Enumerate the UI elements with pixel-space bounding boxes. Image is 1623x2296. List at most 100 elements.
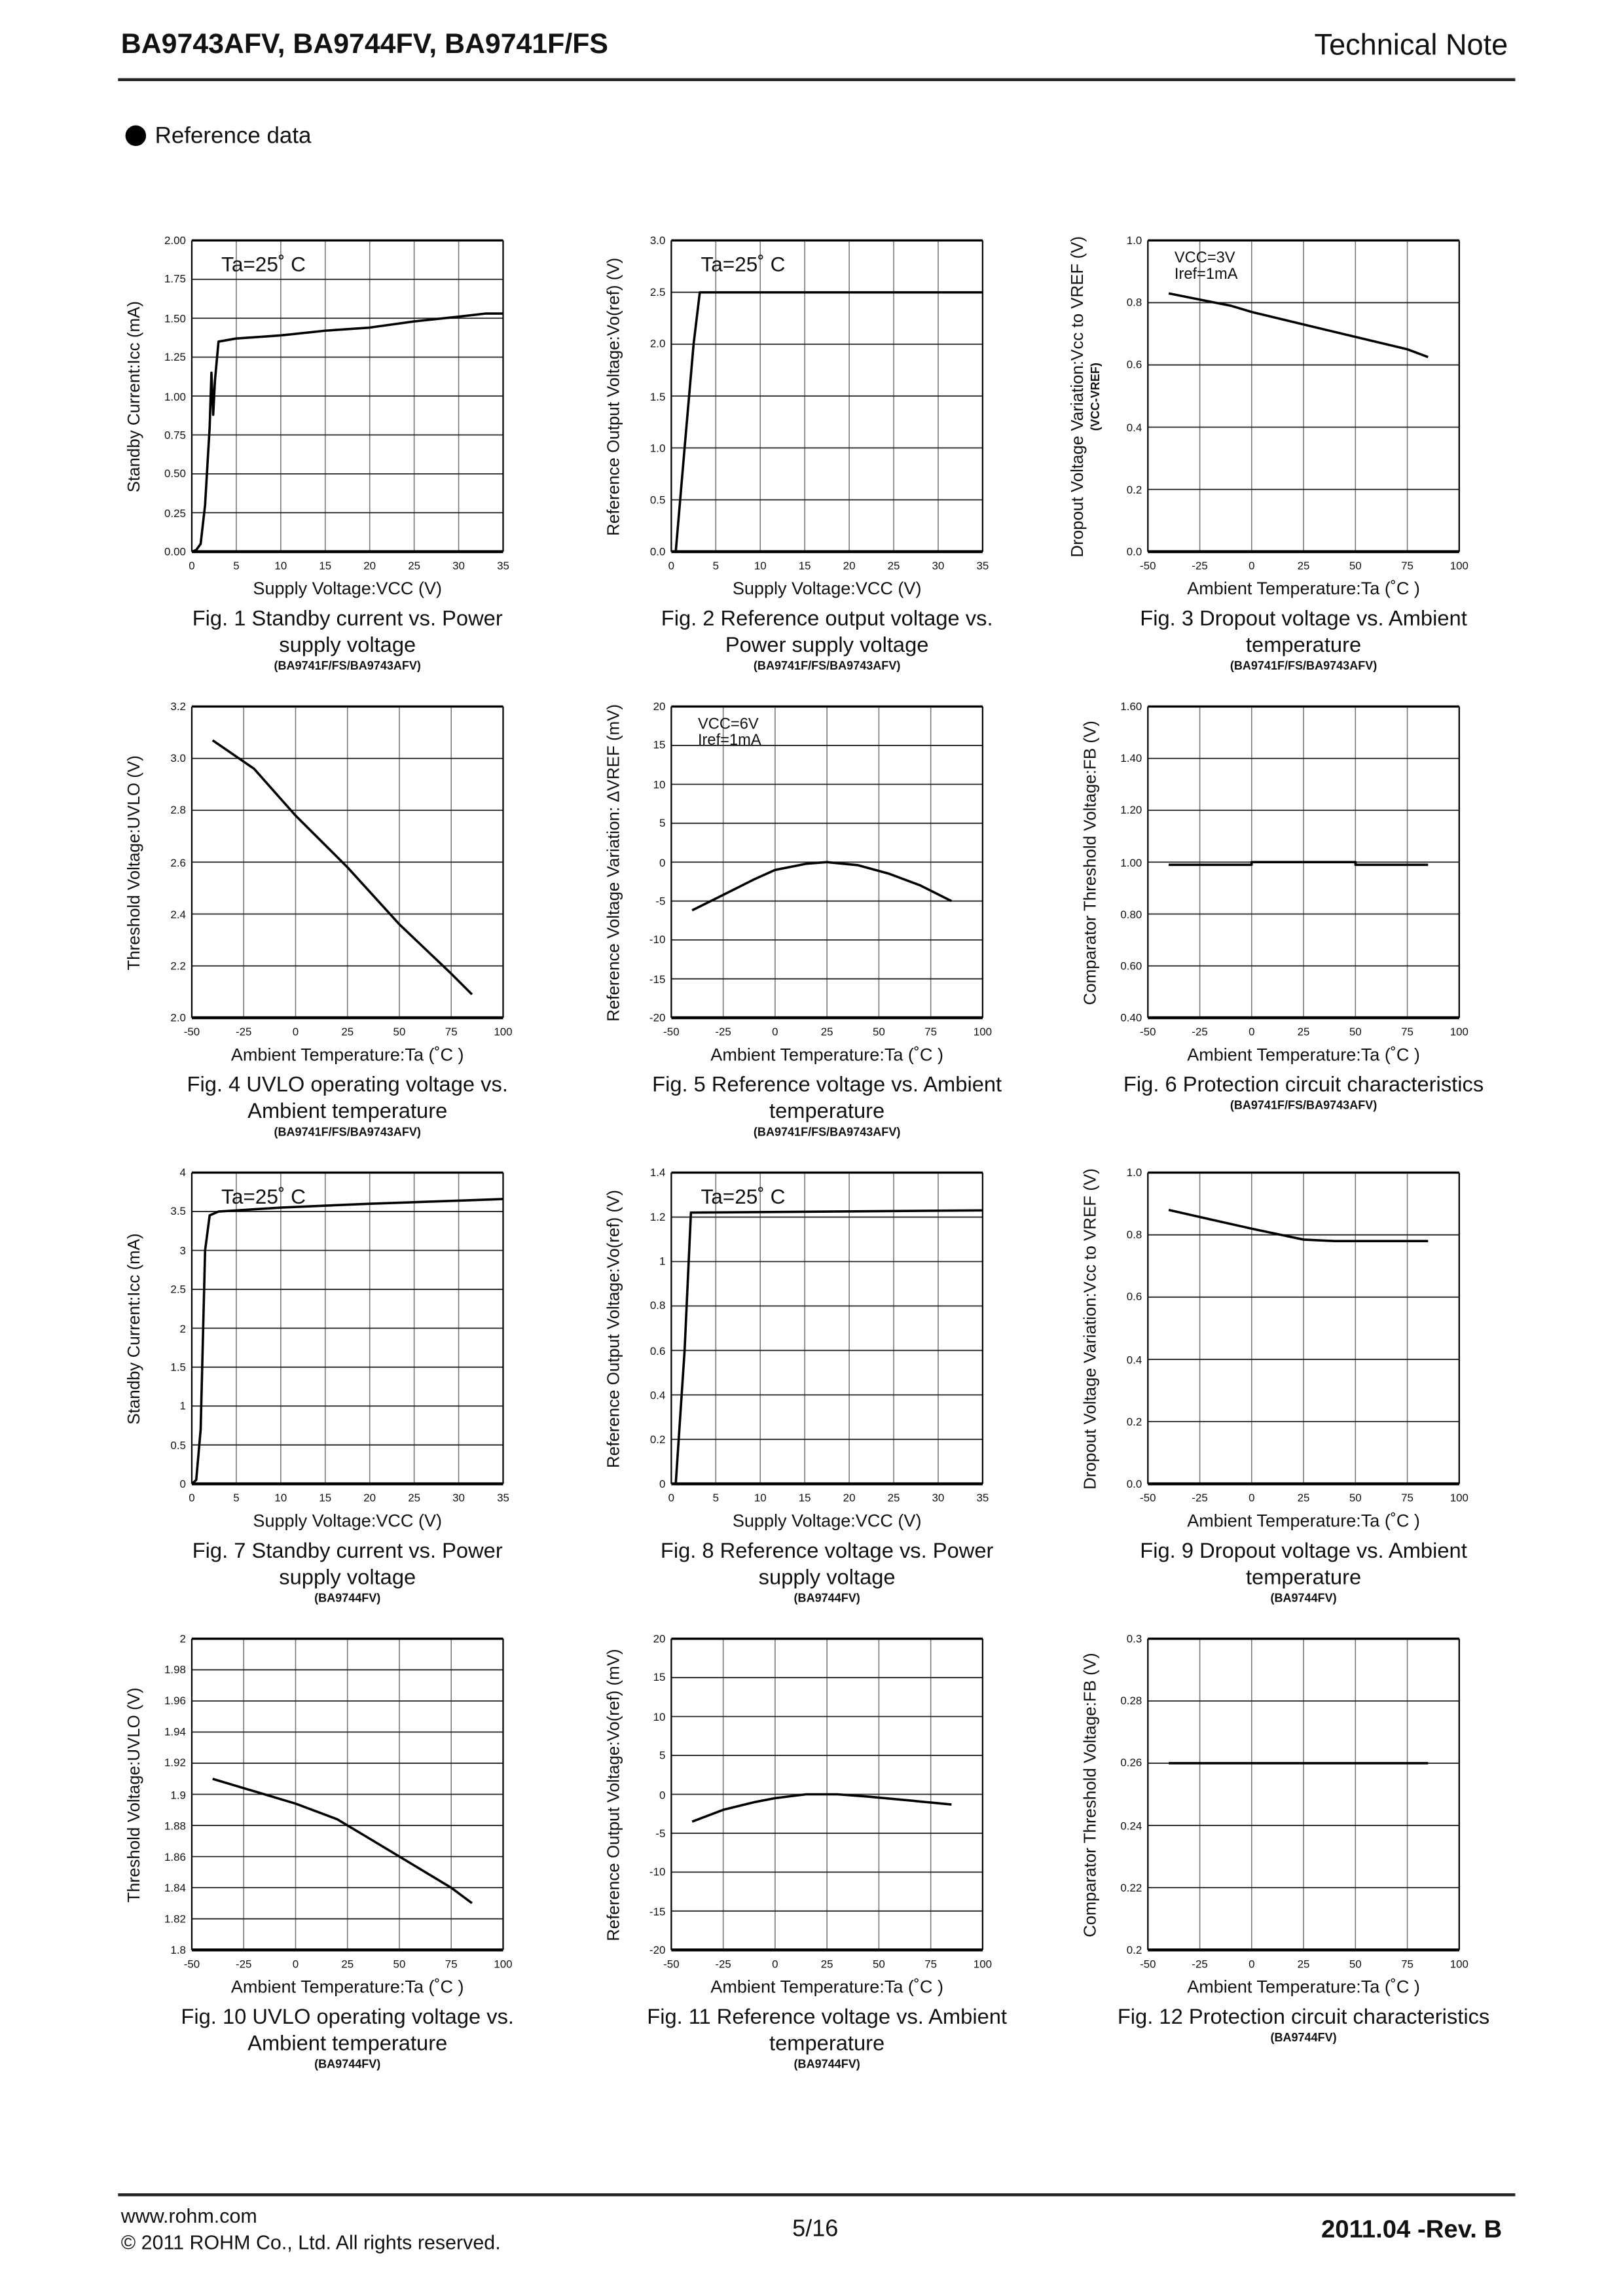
x-tick-label: 75 bbox=[1401, 1491, 1413, 1505]
y-tick-label: 2.0 bbox=[649, 337, 666, 351]
bullet-icon bbox=[125, 125, 147, 147]
y-tick-label: 3.0 bbox=[170, 751, 186, 765]
y-axis-label: Reference Voltage Variation: ΔVREF (mV) bbox=[606, 704, 623, 1021]
x-tick-label: 30 bbox=[932, 559, 945, 573]
figure-model: (BA9744FV) bbox=[314, 1591, 381, 1605]
y-tick-label: 0.6 bbox=[1126, 358, 1142, 372]
y-tick-label: 2.2 bbox=[170, 959, 186, 973]
x-tick-label: 10 bbox=[754, 559, 767, 573]
y-axis-label: Dropout Voltage Variation:Vcc to VREF (V… bbox=[1082, 1168, 1100, 1489]
x-tick-label: 35 bbox=[497, 1491, 509, 1505]
x-tick-label: 5 bbox=[233, 559, 240, 573]
x-tick-label: 0 bbox=[772, 1957, 778, 1971]
figure-4: 2.0 2.2 2.4 2.6 2.8 3.0 3.2 -50 -25 0 25 50 75 100 Thr… bbox=[118, 700, 590, 1149]
figure-caption: Ambient temperature bbox=[247, 1100, 448, 1124]
y-tick-label: 0.8 bbox=[1126, 1228, 1142, 1242]
y-tick-label: 1.0 bbox=[649, 441, 666, 455]
y-tick-label: 0.0 bbox=[649, 545, 666, 558]
series-line-vo-ref- bbox=[691, 1793, 952, 1823]
y-axis-label-text: Dropout Voltage Variation:Vcc to VREF (V… bbox=[1069, 235, 1087, 557]
y-tick-label: 0.22 bbox=[1120, 1881, 1142, 1895]
y-tick-label: 1.00 bbox=[1120, 855, 1142, 869]
footer-copyright: © 2011 ROHM Co., Ltd. All rights reserve… bbox=[120, 2231, 501, 2254]
x-tick-label: 100 bbox=[494, 1025, 513, 1039]
y-tick-label: 0.5 bbox=[170, 1438, 186, 1452]
y-axis-label-text: Comparator Threshold Voltage:FB (V) bbox=[1082, 1652, 1101, 1937]
page-number: 5/16 bbox=[792, 2217, 839, 2242]
x-tick-label: 0 bbox=[1249, 559, 1255, 573]
y-tick-label: 1.0 bbox=[1126, 234, 1142, 247]
x-tick-label: 25 bbox=[341, 1957, 354, 1971]
y-tick-label: 1.84 bbox=[164, 1881, 186, 1895]
y-tick-label: 1.88 bbox=[164, 1818, 186, 1833]
figure-3: 0.0 0.2 0.4 0.6 0.8 1.0 -50 -25 0 25 50 75 100 Dropou… bbox=[1070, 234, 1546, 683]
x-tick-label: 25 bbox=[887, 1491, 900, 1505]
x-tick-label: 0 bbox=[668, 559, 675, 573]
x-tick-label: 5 bbox=[712, 1491, 720, 1505]
series-line-vcc-vref bbox=[1168, 1208, 1429, 1242]
plot-area bbox=[1147, 1171, 1460, 1486]
x-tick-label: 25 bbox=[1297, 559, 1310, 573]
x-tick-label: 30 bbox=[932, 1491, 945, 1505]
x-tick-label: 15 bbox=[798, 1491, 811, 1505]
figure-caption: Fig. 4 UVLO operating voltage vs. bbox=[187, 1073, 508, 1098]
series-line-uvlo bbox=[211, 739, 473, 996]
figure-model: (BA9741F/FS/BA9743AFV) bbox=[753, 1125, 901, 1139]
x-tick-label: 20 bbox=[843, 559, 856, 573]
plot-area bbox=[191, 705, 504, 1020]
x-tick-label: 25 bbox=[820, 1957, 833, 1971]
document-type: Technical Note bbox=[1314, 29, 1508, 62]
document-title: BA9743AFV, BA9744FV, BA9741F/FS bbox=[120, 29, 608, 61]
x-tick-label: 0 bbox=[1249, 1957, 1255, 1971]
y-tick-label: 1.25 bbox=[164, 350, 186, 364]
x-tick-label: 100 bbox=[973, 1025, 993, 1039]
x-tick-label: 5 bbox=[712, 559, 720, 573]
x-tick-label: 0 bbox=[772, 1025, 778, 1039]
y-tick-label: 3.0 bbox=[649, 234, 666, 247]
figure-caption: temperature bbox=[769, 1100, 885, 1124]
y-tick-label: 1.86 bbox=[164, 1850, 186, 1863]
x-tick-label: 100 bbox=[973, 1957, 993, 1971]
figure-model: (BA9741F/FS/BA9743AFV) bbox=[1230, 659, 1377, 673]
y-tick-label: 4 bbox=[179, 1166, 186, 1179]
figure-6: 0.40 0.60 0.80 1.00 1.20 1.40 1.60 -50 -25 0 25 50 7… bbox=[1074, 700, 1546, 1149]
header-divider bbox=[118, 78, 1516, 81]
figure-8: 0 0.2 0.4 0.6 0.8 1 1.2 1.4 0 5 10 15 20 25 30 35 Refere… bbox=[598, 1166, 1070, 1615]
x-tick-label: -25 bbox=[1192, 1957, 1208, 1971]
y-tick-label: -10 bbox=[649, 1865, 666, 1879]
x-tick-label: -50 bbox=[1140, 559, 1156, 573]
footer-url-link[interactable]: www.rohm.com bbox=[120, 2205, 257, 2227]
x-tick-label: 30 bbox=[452, 1491, 465, 1505]
x-tick-label: 50 bbox=[1349, 559, 1362, 573]
chart-annotation: VCC=6V bbox=[697, 715, 759, 734]
x-tick-label: 50 bbox=[1349, 1025, 1362, 1039]
x-tick-label: 50 bbox=[393, 1957, 406, 1971]
y-axis-label: Comparator Threshold Voltage:FB (V) bbox=[1082, 720, 1100, 1005]
y-tick-label: 0.26 bbox=[1120, 1756, 1142, 1770]
figure-caption: Fig. 6 Protection circuit characteristic… bbox=[1123, 1073, 1484, 1098]
y-tick-label: 1.20 bbox=[1120, 803, 1142, 817]
y-tick-label: 2.8 bbox=[170, 803, 186, 817]
y-tick-label: 0.8 bbox=[1126, 296, 1142, 310]
x-tick-label: 75 bbox=[445, 1025, 458, 1039]
y-tick-label: 1.40 bbox=[1120, 751, 1142, 765]
series-line-uvlo bbox=[212, 1778, 473, 1905]
plot-area bbox=[670, 705, 984, 1020]
x-axis-label: Ambient Temperature:Ta (˚C ) bbox=[1187, 1510, 1420, 1532]
x-axis-label: Ambient Temperature:Ta (˚C ) bbox=[1187, 578, 1420, 599]
y-tick-label: 2.5 bbox=[649, 285, 666, 299]
y-tick-label: 2.6 bbox=[170, 855, 186, 869]
x-tick-label: -50 bbox=[183, 1025, 200, 1039]
y-axis-label: Threshold Voltage:UVLO (V) bbox=[126, 755, 144, 969]
plot-area bbox=[670, 239, 984, 554]
y-tick-label: 0.00 bbox=[164, 545, 186, 558]
y-tick-label: 0.6 bbox=[649, 1344, 666, 1357]
figure-9: 0.0 0.2 0.4 0.6 0.8 1.0 -50 -25 0 25 50 75 100 Dropou… bbox=[1074, 1166, 1546, 1615]
figure-model: (BA9744FV) bbox=[793, 2057, 860, 2072]
figure-caption: Fig. 3 Dropout voltage vs. Ambient bbox=[1140, 607, 1467, 632]
x-tick-label: -50 bbox=[1140, 1957, 1156, 1971]
y-tick-label: 0.4 bbox=[649, 1388, 666, 1402]
series-line--vref bbox=[691, 861, 953, 912]
series-line-icc bbox=[191, 1198, 503, 1485]
y-tick-label: 1.00 bbox=[164, 389, 186, 403]
